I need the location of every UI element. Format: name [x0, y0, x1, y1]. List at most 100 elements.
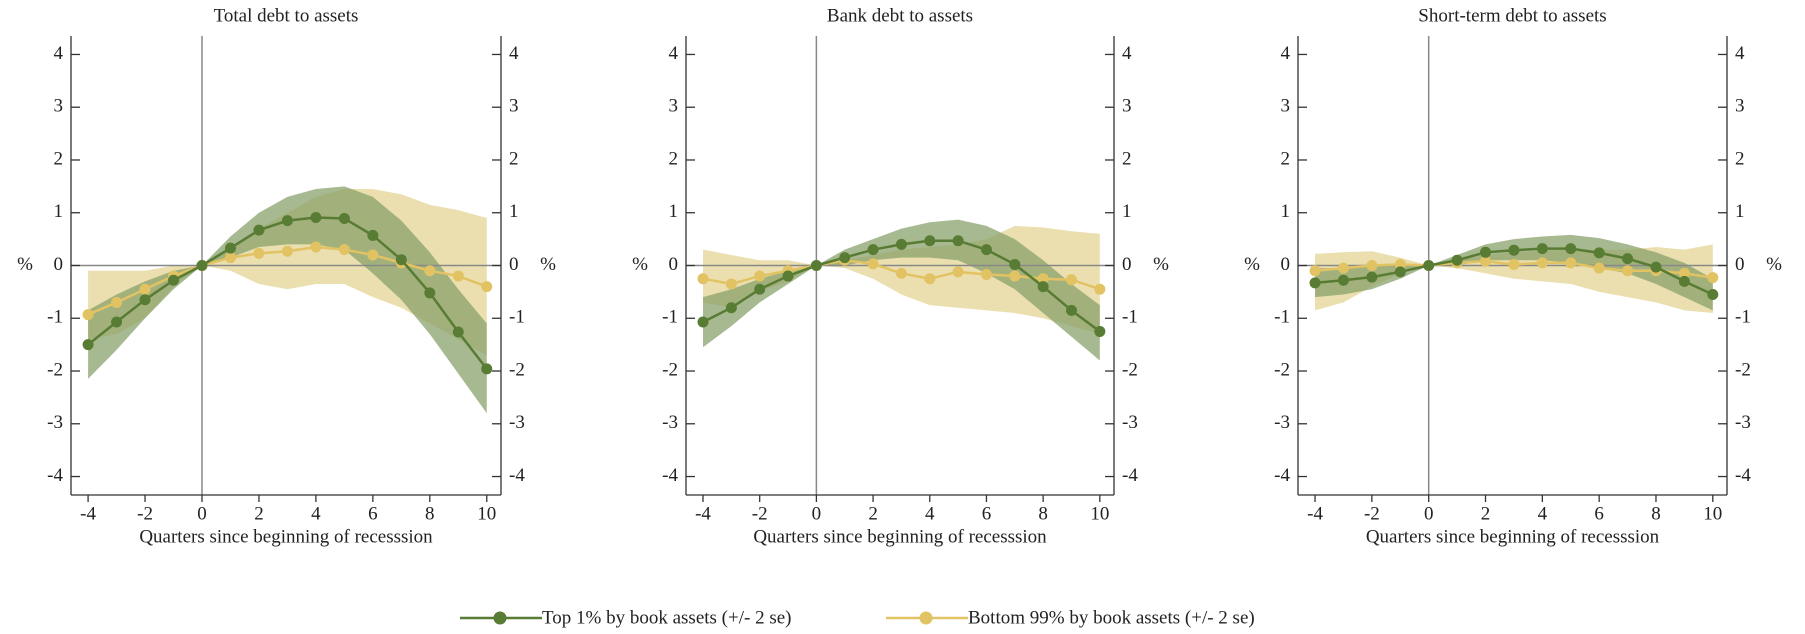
y2-axis-label: %: [1766, 254, 1782, 275]
series-marker: [839, 252, 851, 264]
x-tick-label: 8: [425, 503, 435, 524]
x-tick-label: 4: [925, 503, 935, 524]
x-tick-label: -4: [80, 503, 96, 524]
series-marker: [1037, 273, 1049, 285]
y-tick-label: 4: [669, 43, 679, 64]
chart-title: Short-term debt to assets: [1418, 5, 1606, 26]
y-tick-label: 1: [669, 201, 679, 222]
y2-tick-label: -2: [1735, 359, 1751, 380]
y-tick-label: -2: [662, 359, 678, 380]
chart-title: Total debt to assets: [214, 5, 359, 26]
series-marker: [367, 249, 379, 261]
y-tick-label: 1: [54, 201, 64, 222]
series-marker: [1508, 244, 1520, 256]
series-marker: [697, 316, 709, 328]
y2-tick-label: 4: [1735, 43, 1745, 64]
series-marker: [1593, 247, 1605, 259]
y-tick-label: -3: [1274, 412, 1290, 433]
confidence-band: [703, 219, 1100, 361]
y2-tick-label: 3: [1735, 96, 1745, 117]
y-tick-label: 3: [1281, 96, 1291, 117]
series-marker: [1065, 274, 1077, 286]
y2-axis-label: %: [1153, 254, 1169, 275]
series-marker: [1678, 267, 1690, 279]
confidence-band: [1315, 234, 1713, 311]
series-marker: [1094, 325, 1106, 337]
series-marker: [1480, 246, 1492, 258]
series-marker: [1480, 255, 1492, 267]
y-tick-label: -1: [1274, 307, 1290, 328]
series-marker: [980, 244, 992, 256]
x-tick-label: 10: [477, 503, 496, 524]
series-marker: [111, 316, 123, 328]
series-marker: [1593, 262, 1605, 274]
series-marker: [810, 260, 822, 271]
x-tick-label: 2: [254, 503, 264, 524]
y2-tick-label: -4: [509, 465, 525, 486]
x-tick-label: -2: [137, 503, 153, 524]
y-tick-label: 0: [669, 254, 679, 275]
y2-tick-label: 4: [509, 43, 519, 64]
series-marker: [754, 270, 766, 282]
legend-label: Bottom 99% by book assets (+/- 2 se): [968, 607, 1255, 628]
y-tick-label: 4: [54, 43, 64, 64]
y-axis-label: %: [17, 254, 33, 275]
y2-tick-label: 2: [1735, 148, 1745, 169]
series-marker: [725, 302, 737, 314]
series-marker: [1707, 289, 1719, 301]
y2-tick-label: -1: [1735, 307, 1751, 328]
series-marker: [924, 273, 936, 285]
series-marker: [1423, 260, 1435, 271]
series-marker: [1707, 272, 1719, 284]
y-tick-label: 1: [1281, 201, 1291, 222]
x-tick-label: 8: [1651, 503, 1661, 524]
y-tick-label: -1: [47, 307, 63, 328]
series-marker: [782, 270, 794, 282]
y-tick-label: 0: [1281, 254, 1291, 275]
series-marker: [452, 270, 464, 282]
series-marker: [1565, 243, 1577, 255]
series-marker: [168, 274, 180, 286]
y2-tick-label: 1: [1122, 201, 1132, 222]
x-tick-label: -4: [1307, 503, 1323, 524]
y2-tick-label: 3: [1122, 96, 1132, 117]
confidence-band: [88, 186, 487, 414]
series-marker: [924, 235, 936, 247]
x-tick-label: 0: [812, 503, 822, 524]
series-marker: [1622, 253, 1634, 265]
series-marker: [424, 265, 436, 277]
x-tick-label: -2: [752, 503, 768, 524]
series-marker: [310, 211, 322, 223]
x-axis-label: Quarters since beginning of recesssion: [139, 526, 433, 547]
series-marker: [1565, 257, 1577, 269]
series-marker: [1650, 261, 1662, 273]
y2-tick-label: 1: [509, 201, 519, 222]
y-tick-label: 4: [1281, 43, 1291, 64]
y-tick-label: -4: [47, 465, 63, 486]
x-tick-label: -4: [695, 503, 711, 524]
y2-tick-label: 0: [1735, 254, 1745, 275]
y-tick-label: -3: [47, 412, 63, 433]
x-axis-label: Quarters since beginning of recesssion: [753, 526, 1047, 547]
x-tick-label: 2: [1481, 503, 1491, 524]
y-tick-label: -2: [1274, 359, 1290, 380]
series-marker: [1337, 262, 1349, 274]
x-tick-label: 8: [1038, 503, 1048, 524]
x-tick-label: -2: [1364, 503, 1380, 524]
x-tick-label: 10: [1703, 503, 1722, 524]
y-tick-label: -4: [1274, 465, 1290, 486]
legend-marker: [919, 611, 933, 625]
legend-label: Top 1% by book assets (+/- 2 se): [542, 607, 792, 628]
series-marker: [338, 213, 350, 225]
y-tick-label: 3: [669, 96, 679, 117]
series-marker: [697, 273, 709, 285]
y2-tick-label: -4: [1122, 465, 1138, 486]
series-marker: [481, 281, 493, 293]
y2-tick-label: -3: [1122, 412, 1138, 433]
series-marker: [281, 245, 293, 257]
y2-tick-label: -3: [509, 412, 525, 433]
y2-tick-label: 1: [1735, 201, 1745, 222]
x-tick-label: 0: [197, 503, 207, 524]
series-marker: [424, 287, 436, 299]
series-marker: [139, 294, 151, 306]
